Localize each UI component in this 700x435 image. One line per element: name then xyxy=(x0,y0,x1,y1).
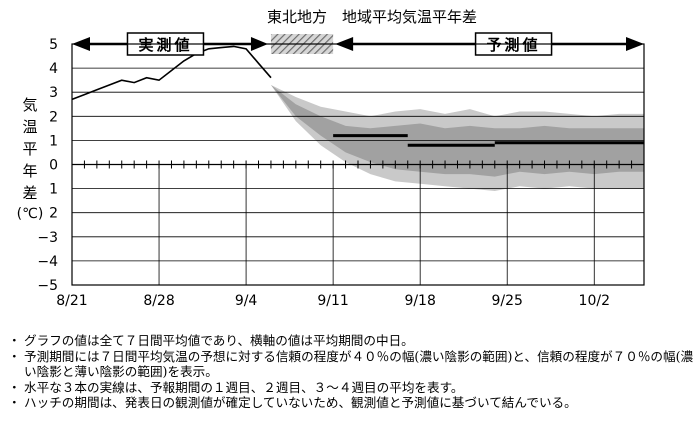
chart-svg: 東北地方 地域平均気温平年差 実測値 予測値 5 4 3 2 1 0 1 2 −3 −4 −5 8/2… xyxy=(17,8,645,309)
x-tick-label: 8/28 xyxy=(143,293,174,309)
note-bullet: ・ xyxy=(8,333,21,348)
y-tick-label: −4 xyxy=(37,254,58,270)
y-tick-label: 5 xyxy=(49,37,58,53)
forecast-label: 予測値 xyxy=(487,36,541,54)
x-tick-label: 9/25 xyxy=(491,293,522,309)
note-bullet: ・ xyxy=(8,348,21,364)
observed-line xyxy=(71,45,272,101)
y-tick-label: −5 xyxy=(37,278,58,294)
note-bullet: ・ xyxy=(8,379,21,395)
y-axis-label-char: 平 xyxy=(22,140,37,158)
y-tick-label: −3 xyxy=(37,230,58,246)
note-item: ・ 水平な３本の実線は、予報期間の１週目、２週目、３〜４週目の平均を表す。 xyxy=(8,380,698,396)
note-text: ハッチの期間は、発表日の観測値が確定していないため、観測値と予測値に基づいて結ん… xyxy=(24,395,577,411)
observed-label: 実測値 xyxy=(138,36,192,54)
note-item: ・ 予測期間には７日間平均気温の予想に対する信頼の程度が４０％の幅(濃い陰影の範… xyxy=(8,349,698,380)
observed-series xyxy=(71,45,272,101)
y-tick-label: 0 xyxy=(49,158,58,174)
y-tick-label: 3 xyxy=(49,85,58,101)
y-axis-label-char: 温 xyxy=(22,118,37,136)
y-tick-label: 1 xyxy=(49,133,58,149)
note-text: 予測期間には７日間平均気温の予想に対する信頼の程度が４０％の幅(濃い陰影の範囲)… xyxy=(24,348,694,380)
zero-axis xyxy=(72,160,644,169)
y-tick-label: 1 xyxy=(49,182,58,198)
plot-frame xyxy=(71,43,645,286)
note-text: 水平な３本の実線は、予報期間の１週目、２週目、３〜４週目の平均を表す。 xyxy=(24,379,464,395)
y-axis-label-char: 年 xyxy=(22,162,37,180)
band-40 xyxy=(271,85,644,177)
note-bullet: ・ xyxy=(8,395,21,411)
y-axis-label: 気温平年差 (℃) xyxy=(17,96,44,222)
x-tick-label: 8/21 xyxy=(56,293,87,309)
y-axis-label-char: 気 xyxy=(22,96,37,114)
uncertainty-bands xyxy=(271,85,644,191)
chart-title: 東北地方 地域平均気温平年差 xyxy=(267,8,477,26)
x-tick-labels: 8/21 8/28 9/4 9/11 9/18 9/25 10/2 xyxy=(56,293,610,309)
note-text: グラフの値は全て７日間平均値であり、横軸の値は平均期間の中日。 xyxy=(24,333,414,348)
note-item: ・ グラフの値は全て７日間平均値であり、横軸の値は平均期間の中日。 xyxy=(8,333,698,349)
y-tick-labels: 5 4 3 2 1 0 1 2 −3 −4 −5 xyxy=(37,37,58,294)
note-item: ・ ハッチの期間は、発表日の観測値が確定していないため、観測値と予測値に基づいて… xyxy=(8,395,698,411)
y-tick-label: 2 xyxy=(49,206,58,222)
y-tick-label: 4 xyxy=(49,61,58,77)
y-axis-unit: (℃) xyxy=(17,206,44,222)
y-tick-label: 2 xyxy=(49,109,58,125)
y-axis-label-char: 差 xyxy=(22,184,37,202)
notes: ・ グラフの値は全て７日間平均値であり、横軸の値は平均期間の中日。 ・ 予測期間… xyxy=(8,333,698,411)
x-tick-label: 10/2 xyxy=(579,293,610,309)
weekly-mean-lines xyxy=(333,134,644,147)
x-tick-label: 9/11 xyxy=(317,293,348,309)
x-tick-label: 9/4 xyxy=(235,293,258,309)
x-tick-label: 9/18 xyxy=(404,293,435,309)
